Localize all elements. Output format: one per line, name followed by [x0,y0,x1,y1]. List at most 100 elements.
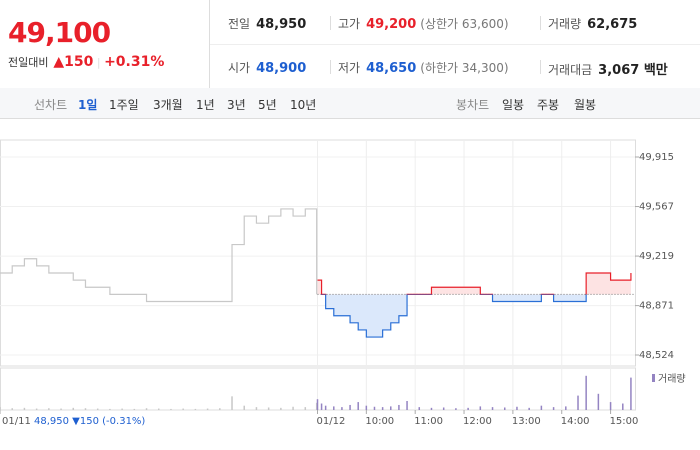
value: 49,200 [366,17,417,32]
volume-bar [390,406,392,410]
change-value: 150 [64,54,94,70]
volume-bar [316,399,319,410]
volume-bar [109,408,111,410]
volume-bar [609,402,612,410]
down-arrow: ▼ [69,416,80,427]
x-tick-label: 11:00 [414,416,443,427]
volume-bar [552,407,555,410]
summary-cell: 전일 48,950 [228,15,306,32]
volume-bar [406,401,408,410]
tab[interactable]: 1일 [78,98,98,112]
tab[interactable]: 5년 [258,98,277,112]
volume-bar [357,402,359,410]
volume-bar [365,405,368,410]
legend-label: 거래량 [658,373,686,385]
volume-bar [133,408,136,410]
volume-bar [23,407,26,410]
tab[interactable]: 1년 [196,98,215,112]
volume-bar [206,408,209,410]
note: (하한가 34,300) [420,61,509,75]
x-tick-label: 10:00 [365,416,394,427]
volume-bar [170,408,172,410]
value: 48,950 [256,17,307,32]
tab[interactable]: 1주일 [109,98,139,112]
summary-cell: 시가 48,900 [228,59,306,76]
volume-bar [231,396,233,410]
volume-bar [455,408,457,410]
legend-swatch [652,374,655,382]
separator [540,60,541,74]
volume-bar [158,408,160,410]
volume-bar [72,407,75,410]
tab[interactable]: 월봉 [574,98,597,112]
label: 고가 [338,17,361,31]
volume-bar [35,408,38,410]
price-line [0,208,318,303]
value: 62,675 [587,17,638,32]
volume-bar [292,406,294,410]
volume-bar [540,405,543,410]
volume-bar [585,375,587,410]
volume-bar [0,407,1,410]
x-tick-label: 12:00 [463,416,492,427]
tab[interactable]: 10년 [290,98,317,112]
reference-rate: (-0.31%) [102,416,145,427]
label: 저가 [338,61,361,75]
volume-bar [479,406,482,410]
reference-price: 48,950 [34,416,69,427]
tab-group-label: 선차트 [34,98,68,112]
volume-bar [630,377,632,410]
volume-bar [565,406,567,410]
x-tick-label: 13:00 [512,416,541,427]
note: (상한가 63,600) [420,17,509,31]
volume-bar [194,408,197,410]
volume-bar [516,406,518,410]
volume-bar [60,408,62,410]
separator [330,16,331,30]
summary-cell: 거래대금 3,067 백만 [548,59,668,78]
value: 48,650 [366,61,417,76]
reference-info: 48,950 ▼150 (-0.31%) [34,416,145,427]
volume-bar [304,407,307,410]
label: 거래대금 [548,63,593,77]
x-tick-label: 01/11 [2,416,31,427]
quote-box: 49,100 전일대비 ▲150 | +0.31% [0,0,210,88]
reference-change: 150 [80,416,99,427]
change-rate: +0.31% [104,54,165,70]
summary-cell: 저가 48,650 (하한가 34,300) [338,59,509,76]
volume-bar [48,408,50,410]
label: 전일 [228,17,251,31]
y-tick-label: 48,524 [639,350,674,361]
x-tick-label: 01/12 [317,416,346,427]
y-tick-label: 49,567 [639,202,674,213]
y-tick-label: 49,219 [639,251,674,262]
label: 시가 [228,61,251,75]
tab-group-label: 봉차트 [456,98,490,112]
y-tick-label: 49,915 [639,152,674,163]
up-arrow: ▲ [48,54,65,70]
volume-bar [341,407,343,410]
y-tick-label: 48,871 [639,301,674,312]
tab[interactable]: 3개월 [153,98,183,112]
volume-bar [121,408,123,410]
tab[interactable]: 일봉 [502,98,525,112]
separator [330,60,331,74]
divider [210,44,700,45]
volume-bar [430,407,433,410]
volume-bar [255,407,258,410]
tab[interactable]: 3년 [227,98,246,112]
volume-bar [267,407,270,410]
volume-bar [96,408,99,410]
volume-bar [280,407,282,410]
volume-bar [398,404,400,410]
volume-bar [381,407,384,410]
volume-bar [577,395,579,410]
volume-bar [315,402,318,410]
volume-bar [182,408,184,410]
value: 3,067 백만 [598,63,668,78]
tab[interactable]: 주봉 [537,98,560,112]
volume-bar [491,407,494,410]
volume-bar [528,407,530,410]
volume-bar [333,406,335,410]
